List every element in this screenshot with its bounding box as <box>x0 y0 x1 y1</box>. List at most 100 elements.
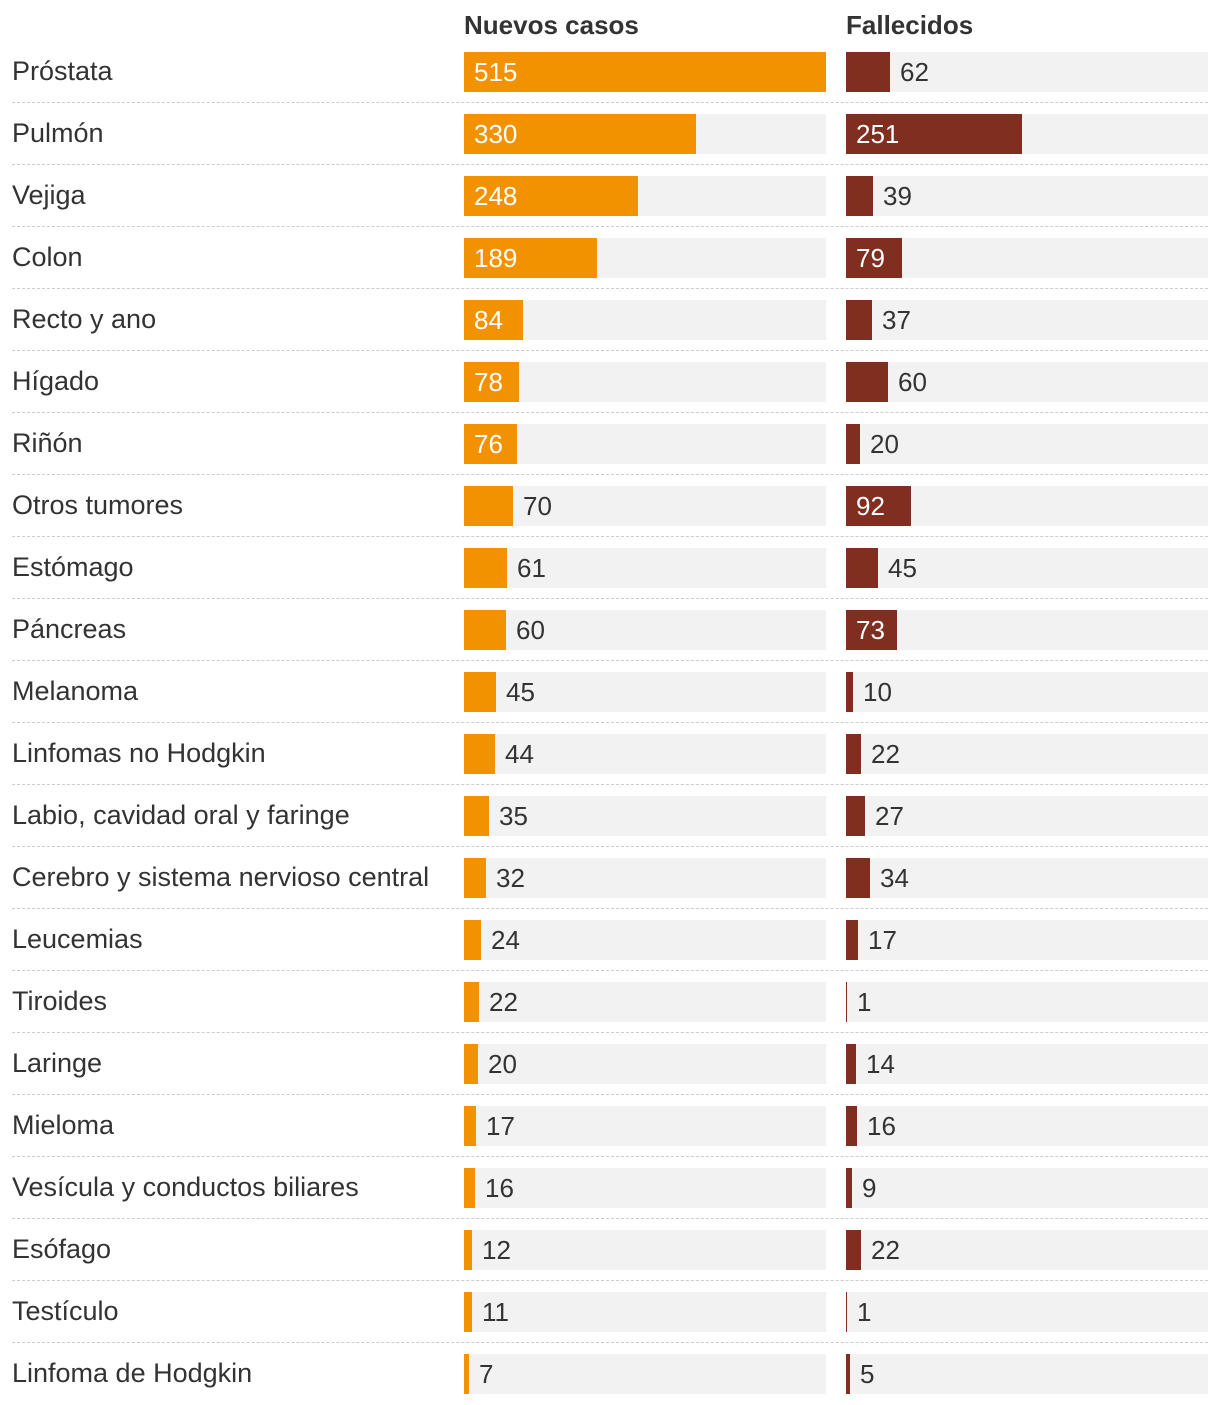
row-divider <box>12 722 1208 723</box>
deaths-value-label: 16 <box>867 1111 896 1141</box>
chart-row: Labio, cavidad oral y faringe 35 27 <box>0 785 1220 847</box>
category-label: Pulmón <box>12 118 104 148</box>
cases-track: 45 <box>464 672 826 712</box>
deaths-bar <box>846 1354 850 1394</box>
cases-bar <box>464 486 513 526</box>
deaths-value-label: 22 <box>871 1235 900 1265</box>
row-divider <box>12 350 1208 351</box>
chart-row: Laringe 20 14 <box>0 1033 1220 1095</box>
deaths-track: 73 <box>846 610 1208 650</box>
category-label: Otros tumores <box>12 490 184 520</box>
cases-track: 70 <box>464 486 826 526</box>
category-label: Próstata <box>12 56 113 86</box>
row-divider <box>12 908 1208 909</box>
row-divider <box>12 474 1208 475</box>
cases-track: 11 <box>464 1292 826 1332</box>
category-label: Colon <box>12 242 83 272</box>
chart-row: Vesícula y conductos biliares 16 9 <box>0 1157 1220 1219</box>
deaths-track: 22 <box>846 1230 1208 1270</box>
deaths-track: 1 <box>846 982 1208 1022</box>
category-label: Tiroides <box>12 986 108 1016</box>
deaths-value-label: 34 <box>880 863 909 893</box>
cases-bar <box>464 858 486 898</box>
category-label: Hígado <box>12 366 100 396</box>
cases-bar <box>464 238 597 278</box>
deaths-bar <box>846 424 860 464</box>
cases-bar <box>464 1168 475 1208</box>
chart-row: Linfomas no Hodgkin 44 22 <box>0 723 1220 785</box>
chart-row: Estómago 61 45 <box>0 537 1220 599</box>
row-divider <box>12 1342 1208 1343</box>
deaths-track: 34 <box>846 858 1208 898</box>
deaths-bar <box>846 1044 856 1084</box>
cases-value-label: 16 <box>485 1173 514 1203</box>
deaths-track: 1 <box>846 1292 1208 1332</box>
deaths-track: 39 <box>846 176 1208 216</box>
category-label: Vejiga <box>12 180 86 210</box>
cases-bar <box>464 1292 472 1332</box>
chart-row: Riñón 76 20 <box>0 413 1220 475</box>
category-label: Linfoma de Hodgkin <box>12 1358 253 1388</box>
category-label: Melanoma <box>12 676 139 706</box>
chart-row: Tiroides 22 1 <box>0 971 1220 1033</box>
deaths-bar <box>846 548 878 588</box>
chart-row: Pulmón 330 251 <box>0 103 1220 165</box>
cases-value-label: 45 <box>506 677 535 707</box>
deaths-bar <box>846 982 847 1022</box>
cases-bar <box>464 1230 472 1270</box>
cases-value-label: 61 <box>517 553 546 583</box>
chart-row: Páncreas 60 73 <box>0 599 1220 661</box>
cases-track: 32 <box>464 858 826 898</box>
cases-value-label: 60 <box>516 615 545 645</box>
cases-value-label: 78 <box>474 367 503 397</box>
cases-bar <box>464 52 826 92</box>
cases-track: 78 <box>464 362 826 402</box>
cases-value-label: 22 <box>489 987 518 1017</box>
cases-track: 24 <box>464 920 826 960</box>
cases-track: 7 <box>464 1354 826 1394</box>
row-divider <box>12 1032 1208 1033</box>
category-label: Labio, cavidad oral y faringe <box>12 800 350 830</box>
cases-value-label: 70 <box>523 491 552 521</box>
category-label: Esófago <box>12 1234 112 1264</box>
cases-value-label: 12 <box>482 1235 511 1265</box>
category-label: Testículo <box>12 1296 119 1326</box>
cases-track: 61 <box>464 548 826 588</box>
cases-bar <box>464 176 638 216</box>
row-divider <box>12 226 1208 227</box>
deaths-value-label: 5 <box>860 1359 875 1389</box>
row-divider <box>12 660 1208 661</box>
category-label: Páncreas <box>12 614 127 644</box>
deaths-track: 27 <box>846 796 1208 836</box>
deaths-bar <box>846 610 897 650</box>
column-title-cases: Nuevos casos <box>464 10 639 40</box>
cases-track: 60 <box>464 610 826 650</box>
cases-bar <box>464 548 507 588</box>
cases-track: 12 <box>464 1230 826 1270</box>
chart-row: Cerebro y sistema nervioso central 32 34 <box>0 847 1220 909</box>
deaths-track: 62 <box>846 52 1208 92</box>
chart-row: Testículo 11 1 <box>0 1281 1220 1343</box>
cases-bar <box>464 796 489 836</box>
cases-bar <box>464 300 523 340</box>
cases-bar <box>464 982 479 1022</box>
chart-row: Colon 189 79 <box>0 227 1220 289</box>
cases-bar <box>464 672 496 712</box>
column-title-deaths: Fallecidos <box>846 10 974 40</box>
cases-value-label: 248 <box>474 181 518 211</box>
cases-value-label: 330 <box>474 119 518 149</box>
deaths-bar <box>846 1106 857 1146</box>
chart-row: Leucemias 24 17 <box>0 909 1220 971</box>
deaths-bar <box>846 1292 847 1332</box>
deaths-value-label: 73 <box>856 615 885 645</box>
chart-row: Otros tumores 70 92 <box>0 475 1220 537</box>
category-label: Leucemias <box>12 924 143 954</box>
cases-track: 20 <box>464 1044 826 1084</box>
deaths-value-label: 62 <box>900 57 929 87</box>
cases-bar <box>464 734 495 774</box>
category-label: Riñón <box>12 428 83 458</box>
cases-track: 248 <box>464 176 826 216</box>
deaths-track: 22 <box>846 734 1208 774</box>
deaths-value-label: 1 <box>857 987 872 1017</box>
deaths-track: 251 <box>846 114 1208 154</box>
